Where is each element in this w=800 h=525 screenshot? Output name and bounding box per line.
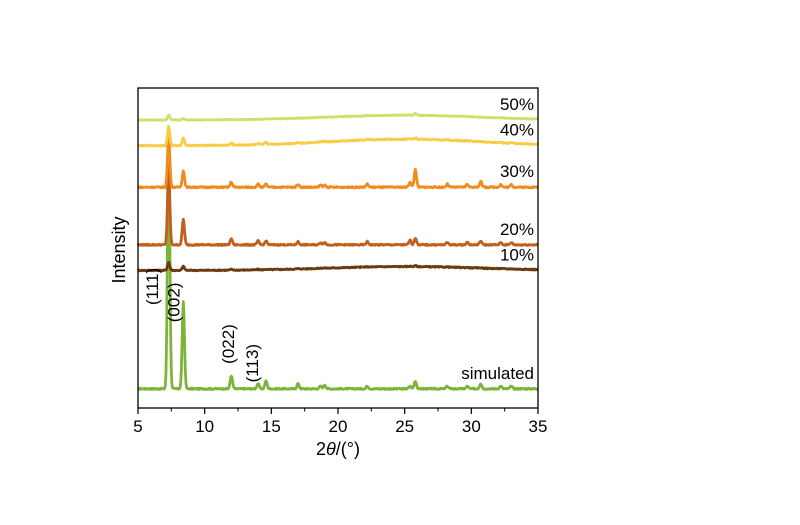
x-tick-label: 10 xyxy=(195,417,214,436)
x-tick-label: 30 xyxy=(462,417,481,436)
plot-frame xyxy=(137,87,539,409)
peak-label: (111) xyxy=(143,268,162,305)
x-tick-label: 5 xyxy=(133,417,142,436)
series-labels: simulated 10% 20% 30% 40% 50% xyxy=(461,95,534,383)
peak-label: (002) xyxy=(164,283,183,323)
series-line-30pct xyxy=(137,135,539,190)
x-tick-label: 15 xyxy=(262,417,281,436)
x-tick-label: 35 xyxy=(529,417,548,436)
series-label: 50% xyxy=(500,95,534,114)
x-tick-label: 25 xyxy=(395,417,414,436)
x-tick-label: 20 xyxy=(329,417,348,436)
series-line-simulated xyxy=(137,125,539,391)
series-line-40pct xyxy=(137,125,539,148)
x-axis: 5 10 15 20 25 30 35 xyxy=(133,408,547,436)
series-line-20pct xyxy=(137,166,539,247)
peak-labels: (111) (002) (022) (113) xyxy=(143,268,262,383)
series-label: 20% xyxy=(500,220,534,239)
series-layer xyxy=(137,111,539,391)
series-label: 10% xyxy=(500,245,534,264)
series-line-50pct xyxy=(137,111,539,122)
series-line-10pct xyxy=(137,260,539,273)
y-axis-title: Intensity xyxy=(109,216,129,283)
peak-label: (113) xyxy=(243,344,262,382)
series-label: 30% xyxy=(500,162,534,181)
series-label: 40% xyxy=(500,121,534,140)
x-axis-title: 2θ/(°) xyxy=(316,439,360,459)
peak-label: (022) xyxy=(219,324,238,364)
series-label: simulated xyxy=(461,364,534,383)
